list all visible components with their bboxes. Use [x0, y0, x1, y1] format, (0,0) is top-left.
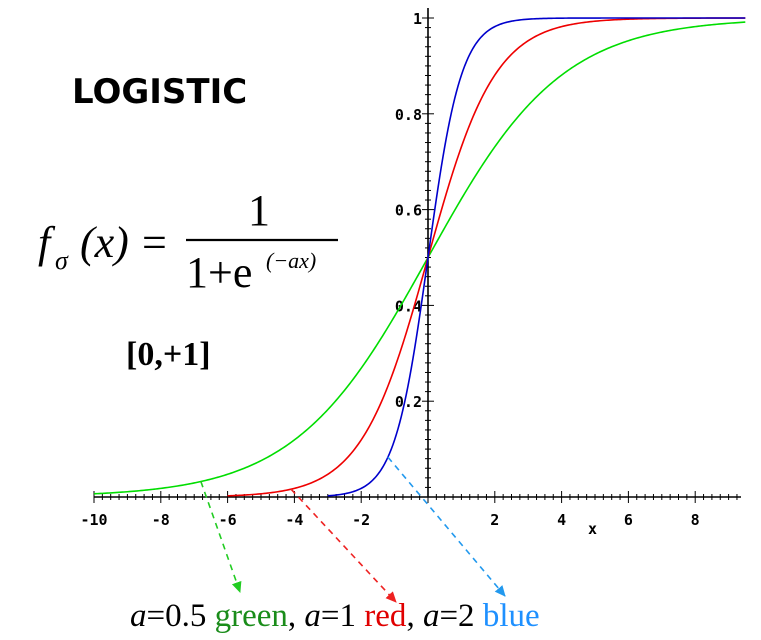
- x-tick-label: -10: [80, 511, 107, 529]
- x-tick-label: -6: [219, 511, 237, 529]
- range-label: [0,+1]: [126, 336, 211, 373]
- annotation-arrows: [200, 456, 506, 603]
- y-tick-label: 1: [413, 10, 422, 28]
- caption-part: a: [423, 598, 440, 634]
- series-line-a-0_5: [93, 21, 746, 495]
- caption-part: ,: [288, 598, 305, 634]
- caption-part: a: [304, 598, 321, 634]
- formula-exponent: (−ax): [266, 248, 316, 273]
- x-tick-label: 8: [691, 511, 700, 529]
- annotation-arrow: [387, 456, 506, 597]
- x-axis-label: x: [588, 520, 597, 538]
- caption-part: a: [130, 598, 147, 634]
- series-line-a-2: [327, 17, 746, 497]
- y-tick-label: 0.6: [395, 202, 422, 220]
- caption-part: blue: [483, 598, 540, 634]
- x-tick-label: 2: [490, 511, 499, 529]
- x-tick-label: -2: [352, 511, 370, 529]
- legend-caption: a=0.5 green, a=1 red, a=2 blue: [130, 598, 540, 634]
- y-tick-label: 0.4: [395, 297, 422, 315]
- annotation-arrow: [200, 481, 242, 593]
- chart-title: LOGISTIC: [72, 72, 247, 112]
- caption-part: ,: [406, 598, 423, 634]
- formula-arg: (x): [80, 218, 129, 267]
- caption-part: red: [364, 598, 407, 634]
- x-tick-label: 6: [624, 511, 633, 529]
- formula-sigma: σ: [55, 246, 69, 275]
- caption-part: =0.5: [147, 598, 215, 634]
- caption-part: =2: [439, 598, 482, 634]
- caption-part: green: [215, 598, 288, 634]
- curves: [93, 17, 746, 497]
- formula-denominator: 1+e: [186, 248, 252, 297]
- x-tick-label: 4: [557, 511, 566, 529]
- formula-numerator: 1: [248, 186, 270, 235]
- annotation-arrow: [290, 488, 397, 603]
- y-tick-label: 0.2: [395, 393, 422, 411]
- x-tick-label: -4: [285, 511, 303, 529]
- formula: f σ (x) = 1 1+e (−ax): [38, 186, 338, 297]
- x-tick-label: -8: [152, 511, 170, 529]
- formula-equals: =: [142, 218, 167, 267]
- formula-f: f: [38, 218, 56, 267]
- caption-part: =1: [321, 598, 364, 634]
- y-tick-label: 0.8: [395, 106, 422, 124]
